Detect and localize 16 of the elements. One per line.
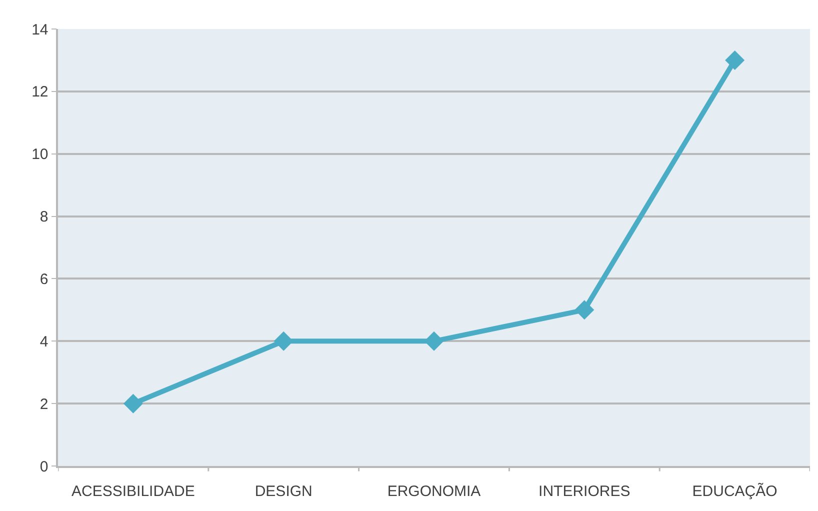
x-tick-label: INTERIORES bbox=[538, 482, 630, 500]
point bbox=[725, 50, 745, 70]
y-tick-label: 14 bbox=[32, 21, 48, 38]
x-tick-label: ERGONOMIA bbox=[387, 482, 481, 500]
y-tick-label: 10 bbox=[32, 146, 48, 164]
x-tick-label: ACESSIBILIDADE bbox=[72, 482, 195, 500]
y-tick-label: 0 bbox=[40, 458, 48, 476]
y-tick-label: 12 bbox=[32, 84, 48, 101]
point bbox=[574, 300, 594, 320]
y-tick-label: 2 bbox=[40, 396, 48, 413]
y-tick-label: 4 bbox=[40, 333, 48, 350]
x-tick-label: EDUCAÇÃO bbox=[692, 482, 778, 500]
y-tick-label: 6 bbox=[40, 270, 48, 288]
y-tick-label: 8 bbox=[40, 208, 48, 226]
x-tick-label: DESIGN bbox=[254, 482, 312, 500]
point bbox=[123, 394, 143, 414]
